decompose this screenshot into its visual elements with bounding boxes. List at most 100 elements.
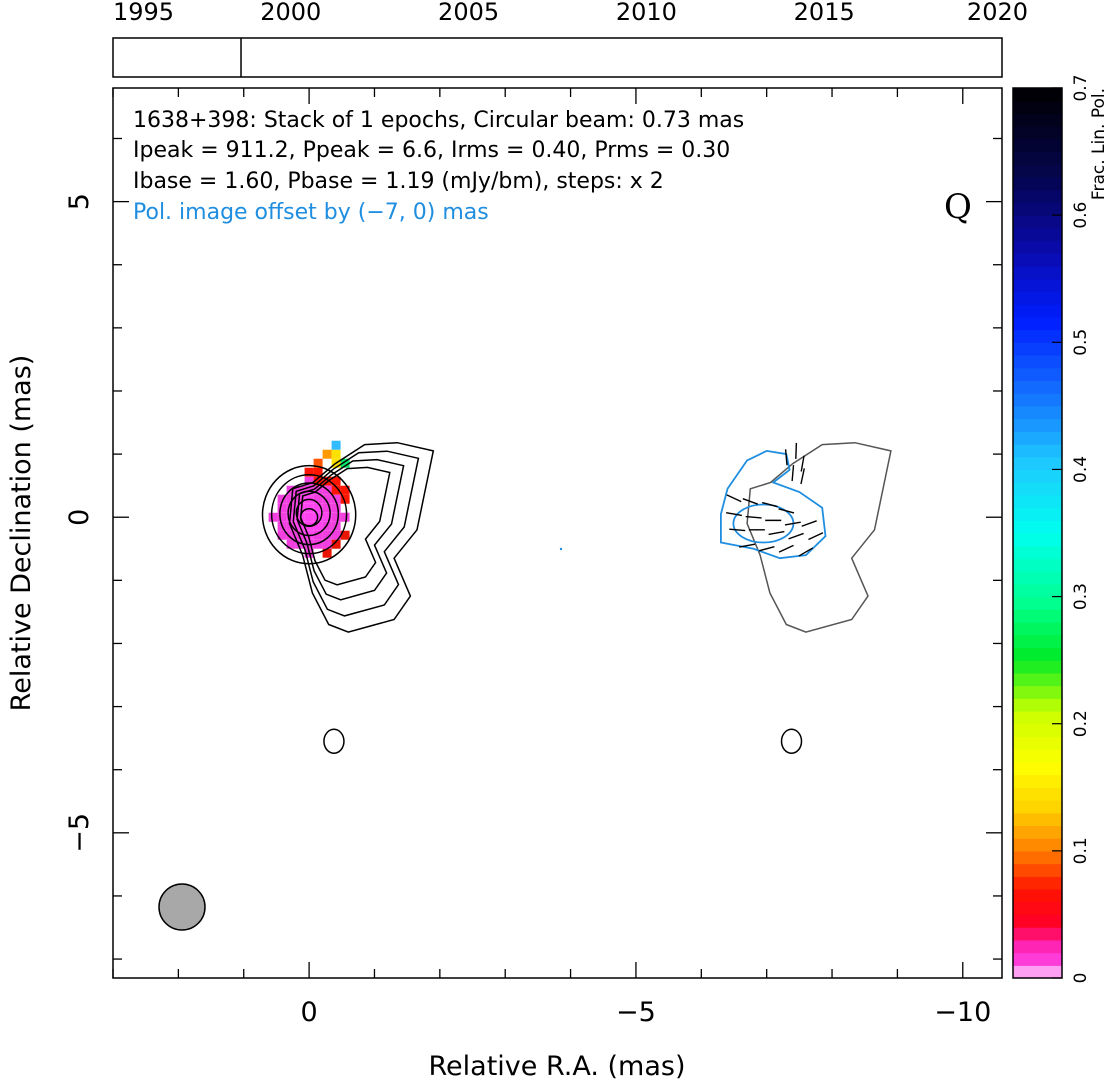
frac-pol-pixel bbox=[277, 503, 287, 513]
colorbar: 0 0.1 0.2 0.3 0.4 0.5 0.6 0.7 Frac. Lin. Pol. bbox=[1012, 74, 1109, 983]
stokes-i-contours bbox=[261, 441, 435, 755]
frac-pol-pixel bbox=[322, 494, 332, 504]
frac-pol-pixel bbox=[322, 503, 332, 513]
frac-pol-pixel bbox=[331, 440, 341, 450]
colorbar-cell bbox=[1013, 838, 1062, 852]
evpa-stick bbox=[795, 442, 798, 459]
colorbar-cell bbox=[1013, 113, 1062, 127]
colorbar-cell bbox=[1013, 685, 1062, 699]
colorbar-cell bbox=[1013, 100, 1062, 115]
stokes-i-contour bbox=[270, 474, 348, 555]
frac-pol-pixel bbox=[331, 494, 341, 504]
evpa-sticks bbox=[725, 442, 824, 557]
colorbar-cell bbox=[1013, 596, 1062, 610]
frac-pol-pixel bbox=[277, 512, 287, 522]
stokes-i-contour bbox=[287, 490, 331, 537]
colorbar-cell bbox=[1013, 304, 1062, 318]
colorbar-cell bbox=[1013, 647, 1062, 661]
evpa-stick bbox=[729, 528, 746, 532]
colorbar-tick-label: 0.1 bbox=[1071, 837, 1091, 864]
x-tick-label: 0 bbox=[301, 997, 318, 1028]
frac-pol-pixel bbox=[340, 512, 350, 522]
frac-pol-pixel bbox=[295, 539, 305, 549]
frac-pol-pixel bbox=[322, 530, 332, 540]
plot-frame bbox=[112, 87, 1003, 979]
colorbar-cell bbox=[1013, 660, 1062, 674]
frac-pol-pixel bbox=[286, 539, 296, 549]
band-label: Q bbox=[944, 187, 972, 227]
frac-pol-pixel bbox=[304, 476, 314, 486]
colorbar-cell bbox=[1013, 876, 1062, 890]
beam-ellipse bbox=[158, 883, 206, 931]
evpa-stick bbox=[778, 508, 795, 514]
evpa-stick bbox=[791, 465, 795, 482]
frac-pol-pixel bbox=[340, 458, 350, 468]
frac-pol-pixel bbox=[331, 503, 341, 513]
epoch-timeline-frame bbox=[112, 37, 1003, 78]
frac-pol-pixel bbox=[331, 476, 341, 486]
colorbar-cell bbox=[1013, 825, 1062, 839]
colorbar-cell bbox=[1013, 316, 1062, 331]
colorbar-cell bbox=[1013, 927, 1062, 941]
evpa-stick bbox=[784, 521, 801, 526]
colorbar-cell bbox=[1013, 380, 1062, 394]
evpa-stick bbox=[784, 449, 788, 466]
colorbar-cell bbox=[1013, 227, 1062, 242]
colorbar-cell bbox=[1013, 202, 1062, 216]
colorbar-cell bbox=[1013, 952, 1062, 966]
frac-pol-pixel bbox=[277, 530, 287, 540]
evpa-stick bbox=[762, 501, 778, 508]
evpa-stick bbox=[739, 543, 756, 548]
offset-stokes-i-contour bbox=[780, 728, 803, 755]
y-tick-label: 0 bbox=[64, 509, 95, 526]
colorbar-cell bbox=[1013, 901, 1062, 916]
evpa-stick bbox=[758, 546, 775, 552]
x-axis-label: Relative R.A. (mas) bbox=[429, 1051, 686, 1082]
colorbar-tick-label: 0.5 bbox=[1071, 329, 1091, 356]
colorbar-tick-label: 0.4 bbox=[1071, 456, 1091, 483]
evpa-stick bbox=[788, 532, 804, 540]
colorbar-cell bbox=[1013, 812, 1062, 827]
pol-offset-note: Pol. image offset by (−7, 0) mas bbox=[133, 200, 489, 225]
colorbar-cell bbox=[1013, 634, 1062, 649]
colorbar-cell bbox=[1013, 138, 1062, 153]
evpa-stick bbox=[745, 515, 762, 519]
colorbar-cell bbox=[1013, 622, 1062, 636]
frac-pol-pixel bbox=[322, 539, 332, 549]
frac-pol-pixel bbox=[313, 521, 323, 531]
colorbar-tick-label: 0.7 bbox=[1071, 74, 1091, 101]
colorbar-cell bbox=[1013, 939, 1062, 954]
frac-pol-pixel bbox=[322, 512, 332, 522]
evpa-stick bbox=[798, 547, 814, 557]
colorbar-cell bbox=[1013, 711, 1062, 725]
colorbar-cell bbox=[1013, 469, 1062, 483]
y-tick-label: −5 bbox=[64, 813, 95, 853]
colorbar-cell bbox=[1013, 736, 1062, 750]
frac-pol-pixel bbox=[313, 494, 323, 504]
frac-pol-pixel bbox=[304, 467, 314, 477]
title-line-1: 1638+398: Stack of 1 epochs, Circular be… bbox=[133, 108, 744, 133]
evpa-stick bbox=[742, 498, 759, 505]
colorbar-cell bbox=[1013, 151, 1062, 165]
frac-pol-pixel bbox=[331, 539, 341, 549]
frac-pol-pixel bbox=[286, 530, 296, 540]
colorbar-cell bbox=[1013, 164, 1062, 178]
evpa-stick bbox=[801, 520, 817, 527]
colorbar-cell bbox=[1013, 914, 1062, 928]
colorbar-cell bbox=[1013, 367, 1062, 382]
colorbar-cell bbox=[1013, 761, 1062, 776]
colorbar-cell bbox=[1013, 278, 1062, 293]
colorbar-cell bbox=[1013, 698, 1062, 712]
y-tick-label: 5 bbox=[64, 193, 95, 210]
colorbar-cell bbox=[1013, 405, 1062, 420]
colorbar-cell bbox=[1013, 774, 1062, 788]
colorbar-cell bbox=[1013, 965, 1062, 979]
colorbar-cell bbox=[1013, 177, 1062, 191]
frac-pol-pixel bbox=[295, 530, 305, 540]
frac-pol-pixel bbox=[322, 548, 332, 558]
frac-pol-pixel bbox=[295, 503, 305, 513]
colorbar-cell bbox=[1013, 558, 1062, 572]
stokes-i-contour bbox=[299, 466, 391, 586]
colorbar-cell bbox=[1013, 253, 1062, 267]
axis-tick-labels: 0 −5 −10 5 0 −5 bbox=[64, 193, 991, 1028]
